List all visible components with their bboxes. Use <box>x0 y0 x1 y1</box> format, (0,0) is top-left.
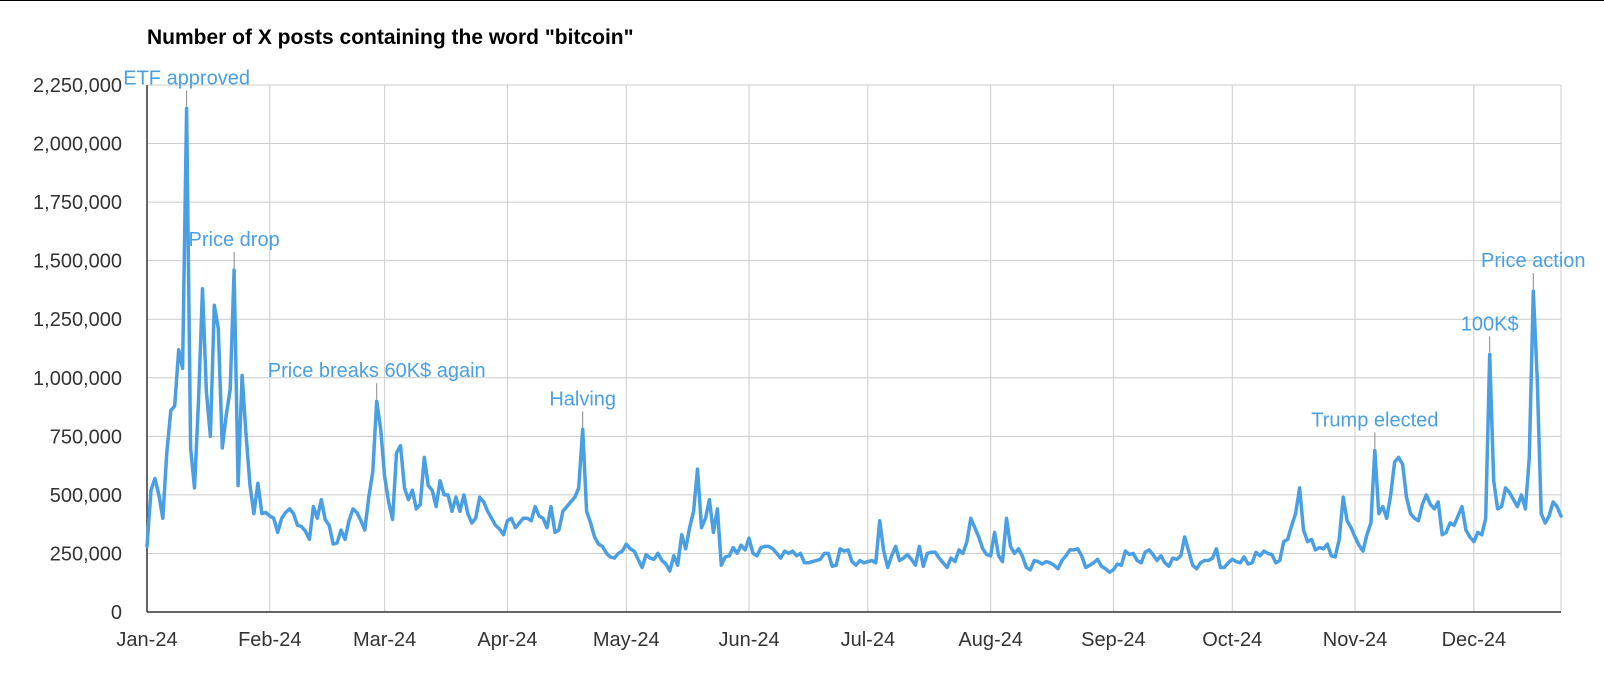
y-tick-label: 2,250,000 <box>33 75 122 97</box>
x-tick-label: Jan-24 <box>116 629 177 651</box>
series <box>145 106 1563 574</box>
annotations: ETF approved Price drop Price breaks 60K$ … <box>123 67 1586 449</box>
annotation-label: Price drop <box>189 229 280 251</box>
x-tick-label: Aug-24 <box>958 629 1023 651</box>
series-line <box>145 106 1563 574</box>
grid <box>147 84 1562 612</box>
y-tick-label: 1,500,000 <box>33 251 122 273</box>
x-tick-label: Jun-24 <box>718 629 779 651</box>
y-tick-label: 750,000 <box>50 426 122 448</box>
x-axis-ticks: Jan-24 Feb-24 Mar-24 Apr-24 May-24 Jun-24 Jul-… <box>116 629 1506 651</box>
y-tick-label: 2,000,000 <box>33 134 122 156</box>
annotation-label: 100K$ <box>1461 313 1519 335</box>
annotation-label: Price breaks 60K$ again <box>268 360 486 382</box>
x-tick-label: Mar-24 <box>353 629 416 651</box>
annotation-label: Halving <box>549 388 616 410</box>
x-tick-label: Dec-24 <box>1442 629 1506 651</box>
x-tick-label: Jul-24 <box>841 629 895 651</box>
y-tick-label: 0 <box>111 602 122 624</box>
x-tick-label: Sep-24 <box>1081 629 1146 651</box>
y-tick-label: 250,000 <box>50 543 122 565</box>
x-tick-label: May-24 <box>593 629 660 651</box>
y-tick-label: 500,000 <box>50 485 122 507</box>
annotation-label: Trump elected <box>1311 409 1438 431</box>
annotation-label: ETF approved <box>123 67 250 89</box>
y-axis-ticks: 0 250,000 500,000 750,000 1,000,000 1,250,000… <box>33 75 122 624</box>
y-tick-label: 1,750,000 <box>33 192 122 214</box>
x-tick-label: Apr-24 <box>477 629 537 651</box>
x-tick-label: Nov-24 <box>1323 629 1387 651</box>
y-tick-label: 1,250,000 <box>33 309 122 331</box>
axes <box>146 85 1561 613</box>
annotation-label: Price action <box>1481 250 1586 272</box>
y-tick-label: 1,000,000 <box>33 368 122 390</box>
chart-title: Number of X posts containing the word "b… <box>147 26 634 49</box>
x-tick-label: Feb-24 <box>238 629 301 651</box>
top-border <box>0 0 1604 1</box>
x-tick-label: Oct-24 <box>1202 629 1262 651</box>
